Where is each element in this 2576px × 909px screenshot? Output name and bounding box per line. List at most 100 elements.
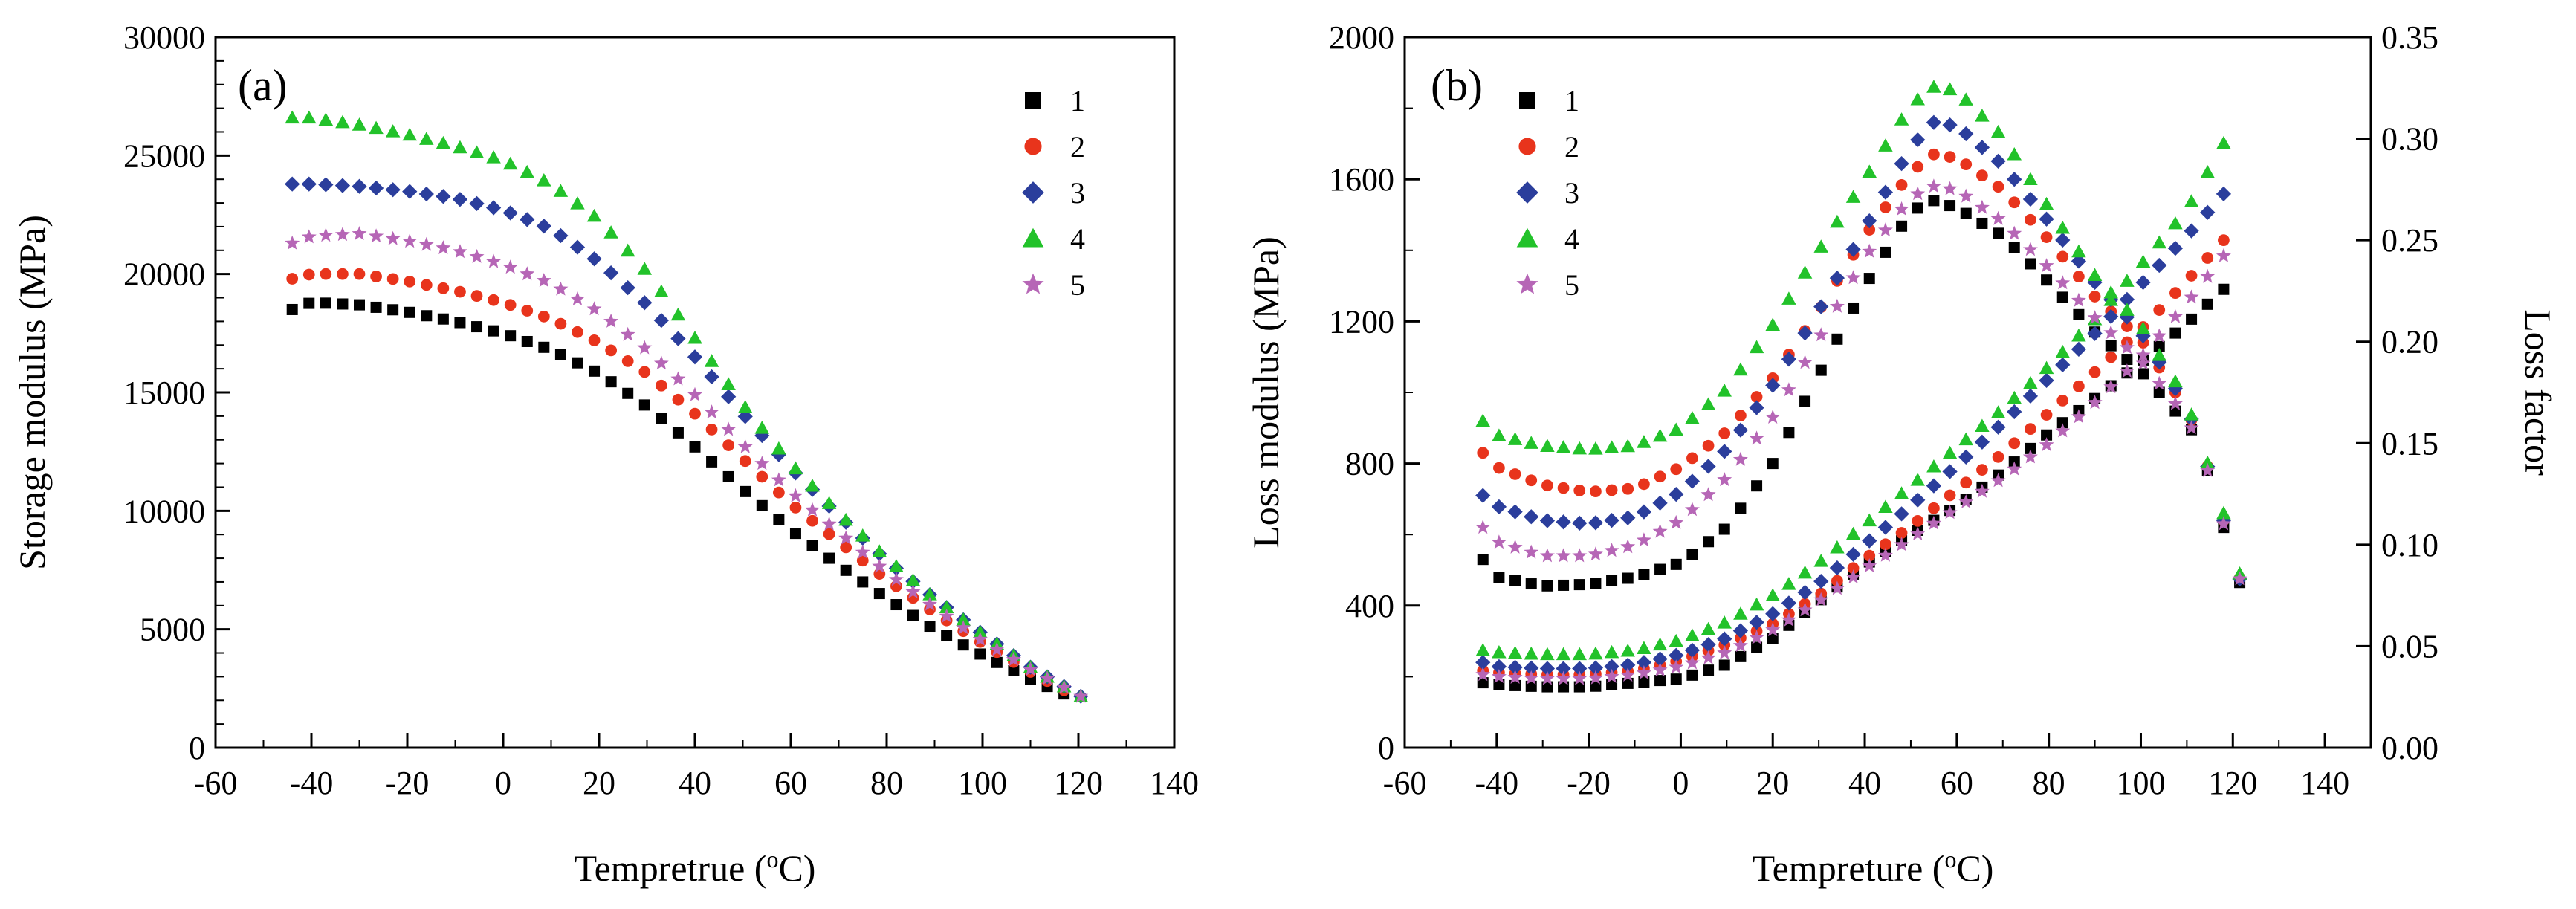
series-5-point — [922, 596, 937, 611]
series-2-loss-modulus-point — [1590, 485, 1602, 497]
series-1-point — [706, 456, 718, 468]
series-2-point — [588, 334, 601, 346]
legend-marker-5 — [1022, 273, 1044, 294]
series-1-loss-factor-point — [2169, 327, 2181, 339]
series-1-point — [974, 648, 986, 660]
series-5-point — [318, 227, 334, 242]
series-3-loss-modulus-point — [1813, 299, 1829, 314]
series-1-point — [722, 470, 734, 482]
series-2-loss-modulus-point — [1895, 178, 1908, 191]
x-tick-label: 140 — [1150, 765, 1199, 801]
series-4-loss-modulus-point — [2216, 505, 2231, 520]
series-5-loss-factor-point — [2167, 308, 2183, 323]
series-5-loss-modulus-point — [2103, 325, 2119, 340]
series-3-loss-modulus-point — [2071, 253, 2087, 269]
series-3-loss-modulus-point — [1539, 513, 1556, 528]
legend-marker-4 — [1022, 227, 1044, 248]
series-2-point — [605, 344, 617, 357]
series-1-point — [823, 552, 835, 564]
series-4-point — [821, 496, 837, 509]
series-5-loss-modulus-point — [1475, 520, 1491, 534]
series-2-loss-modulus-point — [1525, 474, 1538, 487]
legend-label-1: 1 — [1070, 84, 1085, 117]
series-4-point — [754, 421, 770, 434]
series-1-point — [656, 413, 667, 424]
panel-b-y-ticks: 0 400 800 1200 1600 2000 — [1329, 19, 1420, 766]
series-5-loss-factor-point — [2184, 289, 2199, 304]
series-5-point — [1056, 679, 1072, 694]
series-5-loss-factor-point — [1813, 592, 1829, 606]
series-1-loss-factor-point — [1670, 673, 1682, 685]
series-1-loss-modulus-point — [1573, 579, 1585, 591]
series-4-point — [771, 441, 786, 455]
series-5-point — [469, 248, 485, 263]
x-tick-label: 120 — [2208, 765, 2257, 801]
series-2-loss-modulus-point — [2040, 231, 2053, 243]
series-5-loss-factor-point — [1845, 569, 1861, 584]
series-1-loss-factor-point — [1493, 679, 1505, 690]
series-5-loss-factor-point — [1475, 667, 1491, 682]
series-3-point — [436, 189, 451, 204]
series-3-point — [352, 178, 367, 194]
series-5-point — [670, 371, 686, 386]
series-3-loss-modulus-point — [1877, 184, 1894, 200]
series-3-loss-factor-point — [2055, 357, 2071, 372]
series-2-loss-factor-point — [2073, 380, 2085, 392]
series-1-point — [404, 306, 415, 318]
series-1-point — [370, 301, 382, 313]
series-2-point — [454, 285, 466, 298]
series-2-point — [554, 317, 567, 330]
series-4-point — [486, 150, 501, 164]
panel-b-x-ticks: -60 -40 -20 0 20 40 60 80 100 120 140 — [1383, 733, 2349, 801]
series-3-loss-modulus-point — [1475, 488, 1491, 503]
series-5-point — [855, 544, 870, 559]
series-5-loss-modulus-point — [1942, 181, 1958, 195]
y-tick-label: 5000 — [140, 612, 205, 648]
series-5-loss-modulus-point — [1990, 210, 2006, 225]
series-3-point — [318, 177, 334, 193]
series-2-point — [537, 310, 550, 323]
series-5-point — [872, 558, 887, 573]
series-4-loss-modulus-point — [2039, 196, 2054, 210]
series-4-point — [570, 196, 585, 210]
series-2-loss-modulus-point — [1654, 470, 1666, 483]
series-4-loss-modulus-point — [1975, 109, 1990, 122]
series-1-loss-modulus-point — [1976, 217, 1988, 229]
series-4-loss-factor-point — [2103, 293, 2118, 306]
series-5-loss-factor-point — [1669, 659, 1684, 674]
series-1-loss-modulus-point — [1863, 273, 1875, 285]
series-4-loss-modulus-point — [1781, 291, 1796, 305]
y2-tick-label: 0.10 — [2381, 527, 2439, 563]
series-1-loss-factor-point — [1622, 677, 1634, 689]
series-5-loss-factor-point — [1684, 655, 1700, 670]
series-5-loss-modulus-point — [1539, 548, 1555, 563]
panel-a-data-points — [285, 110, 1089, 704]
x-tick-label: -40 — [1475, 765, 1518, 801]
series-5-point — [603, 313, 619, 328]
series-3-loss-factor-point — [1797, 584, 1813, 601]
series-3-loss-modulus-point — [1958, 126, 1974, 142]
series-3-loss-modulus-point — [1507, 504, 1523, 520]
series-3-loss-modulus-point — [1974, 140, 1990, 155]
series-3-loss-factor-point — [1845, 546, 1861, 562]
series-3-point — [385, 182, 401, 198]
legend-marker-4 — [1516, 227, 1538, 248]
series-5-loss-modulus-point — [1926, 178, 1941, 193]
series-5-loss-factor-point — [2103, 379, 2119, 394]
series-2-loss-factor-point — [1847, 562, 1860, 575]
legend-label-4: 4 — [1070, 222, 1085, 256]
series-2-loss-modulus-point — [1493, 462, 1505, 474]
series-2-loss-factor-point — [2088, 366, 2101, 378]
series-1-loss-factor-point — [1509, 679, 1521, 691]
series-1-loss-modulus-point — [1751, 480, 1763, 492]
series-1-loss-modulus-point — [2025, 258, 2036, 270]
series-4-loss-factor-point — [2039, 360, 2054, 375]
series-5-loss-modulus-point — [1862, 243, 1877, 258]
series-4-point — [721, 377, 736, 390]
series-5-loss-factor-point — [2152, 328, 2167, 343]
series-5-loss-modulus-point — [2071, 292, 2086, 307]
series-4-point — [302, 110, 317, 124]
series-4-loss-factor-point — [2120, 274, 2135, 287]
series-5-loss-factor-point — [1894, 537, 1909, 551]
series-4-loss-factor-point — [1990, 405, 2006, 418]
